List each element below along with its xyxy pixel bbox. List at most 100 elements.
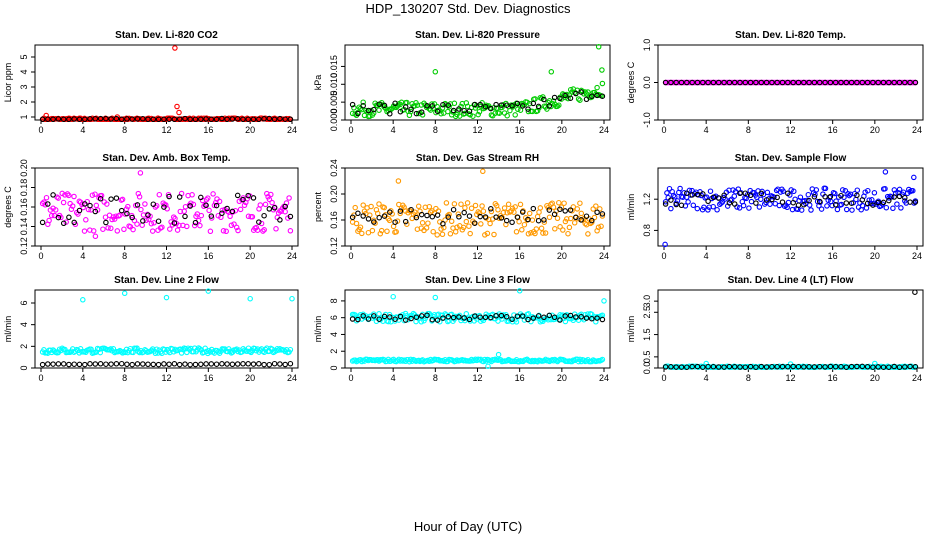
y-tick-label: 4 — [329, 332, 339, 337]
data-point — [129, 214, 135, 221]
data-point — [801, 364, 807, 370]
data-point — [816, 198, 823, 205]
data-point — [542, 230, 549, 236]
x-tick-label: 0 — [348, 251, 353, 261]
data-point — [250, 116, 257, 123]
data-point — [912, 364, 919, 370]
data-point — [368, 203, 374, 210]
y-tick-label: 3 — [19, 84, 29, 89]
data-points — [39, 170, 294, 240]
data-point — [863, 205, 870, 211]
data-point — [557, 95, 563, 102]
data-point — [525, 216, 531, 223]
data-point — [668, 205, 674, 212]
data-point — [397, 108, 404, 115]
data-point — [556, 102, 562, 108]
data-point — [700, 79, 706, 86]
data-point — [467, 112, 473, 118]
data-point — [79, 201, 85, 208]
data-point — [848, 79, 855, 86]
data-point — [907, 79, 913, 86]
data-point — [213, 361, 220, 367]
data-point — [139, 222, 145, 228]
data-point — [668, 197, 674, 203]
data-point — [599, 67, 605, 73]
data-point — [843, 364, 850, 370]
x-tick-label: 24 — [599, 373, 609, 383]
y-tick-label: 0.12 — [329, 237, 339, 255]
data-point — [398, 205, 405, 212]
data-point — [135, 190, 142, 197]
data-point — [445, 108, 451, 115]
data-point — [137, 170, 144, 176]
data-point — [215, 349, 222, 355]
data-point — [562, 313, 568, 319]
x-tick-label: 4 — [80, 125, 85, 135]
y-tick-label: 6 — [329, 315, 339, 320]
data-point — [512, 112, 518, 118]
x-tick-label: 24 — [287, 125, 297, 135]
data-point — [360, 102, 366, 109]
data-point — [286, 195, 292, 201]
data-point — [352, 204, 358, 211]
data-point — [777, 189, 784, 195]
x-tick-label: 24 — [287, 373, 297, 383]
data-point — [585, 89, 591, 95]
data-point — [805, 191, 812, 198]
x-tick-label: 24 — [287, 251, 297, 261]
data-points — [349, 44, 606, 120]
data-point — [880, 199, 887, 206]
data-point — [476, 108, 483, 115]
data-points — [349, 168, 606, 238]
data-point — [540, 230, 546, 236]
data-point — [834, 206, 841, 213]
data-point — [413, 110, 420, 117]
data-point — [776, 202, 783, 209]
data-point — [254, 227, 261, 233]
data-point — [475, 209, 481, 215]
panel-title: Stan. Dev. Li-820 Pressure — [415, 30, 540, 41]
data-point — [418, 109, 425, 115]
data-point — [589, 217, 595, 224]
x-tick-label: 20 — [870, 251, 880, 261]
data-point — [496, 110, 503, 116]
data-point — [740, 202, 747, 209]
y-tick-label: 2.5 — [642, 306, 652, 319]
data-point — [92, 233, 99, 240]
data-point — [371, 313, 377, 319]
data-point — [509, 316, 515, 322]
data-point — [257, 202, 264, 208]
data-point — [408, 315, 414, 322]
data-point — [801, 201, 807, 208]
data-point — [208, 213, 215, 219]
data-point — [261, 116, 267, 122]
data-point — [277, 115, 283, 122]
data-point — [501, 110, 508, 116]
data-point — [176, 194, 183, 200]
data-point — [694, 205, 701, 212]
data-point — [161, 361, 167, 367]
data-point — [578, 89, 584, 95]
data-point — [493, 101, 499, 108]
data-point — [149, 228, 156, 234]
data-point — [583, 315, 590, 321]
x-tick-label: 20 — [870, 125, 880, 135]
data-point — [705, 363, 711, 370]
data-point — [397, 208, 404, 214]
data-point — [798, 207, 805, 213]
data-point — [231, 221, 237, 227]
data-point — [599, 80, 606, 87]
data-point — [758, 190, 765, 197]
data-point — [390, 293, 396, 300]
data-point — [854, 192, 860, 199]
data-point — [372, 220, 378, 226]
data-point — [705, 79, 711, 86]
data-point — [108, 116, 114, 122]
data-point — [224, 116, 230, 123]
data-point — [530, 100, 537, 107]
data-point — [440, 101, 446, 108]
data-point — [359, 358, 365, 365]
data-point — [737, 364, 743, 370]
data-point — [578, 314, 584, 320]
